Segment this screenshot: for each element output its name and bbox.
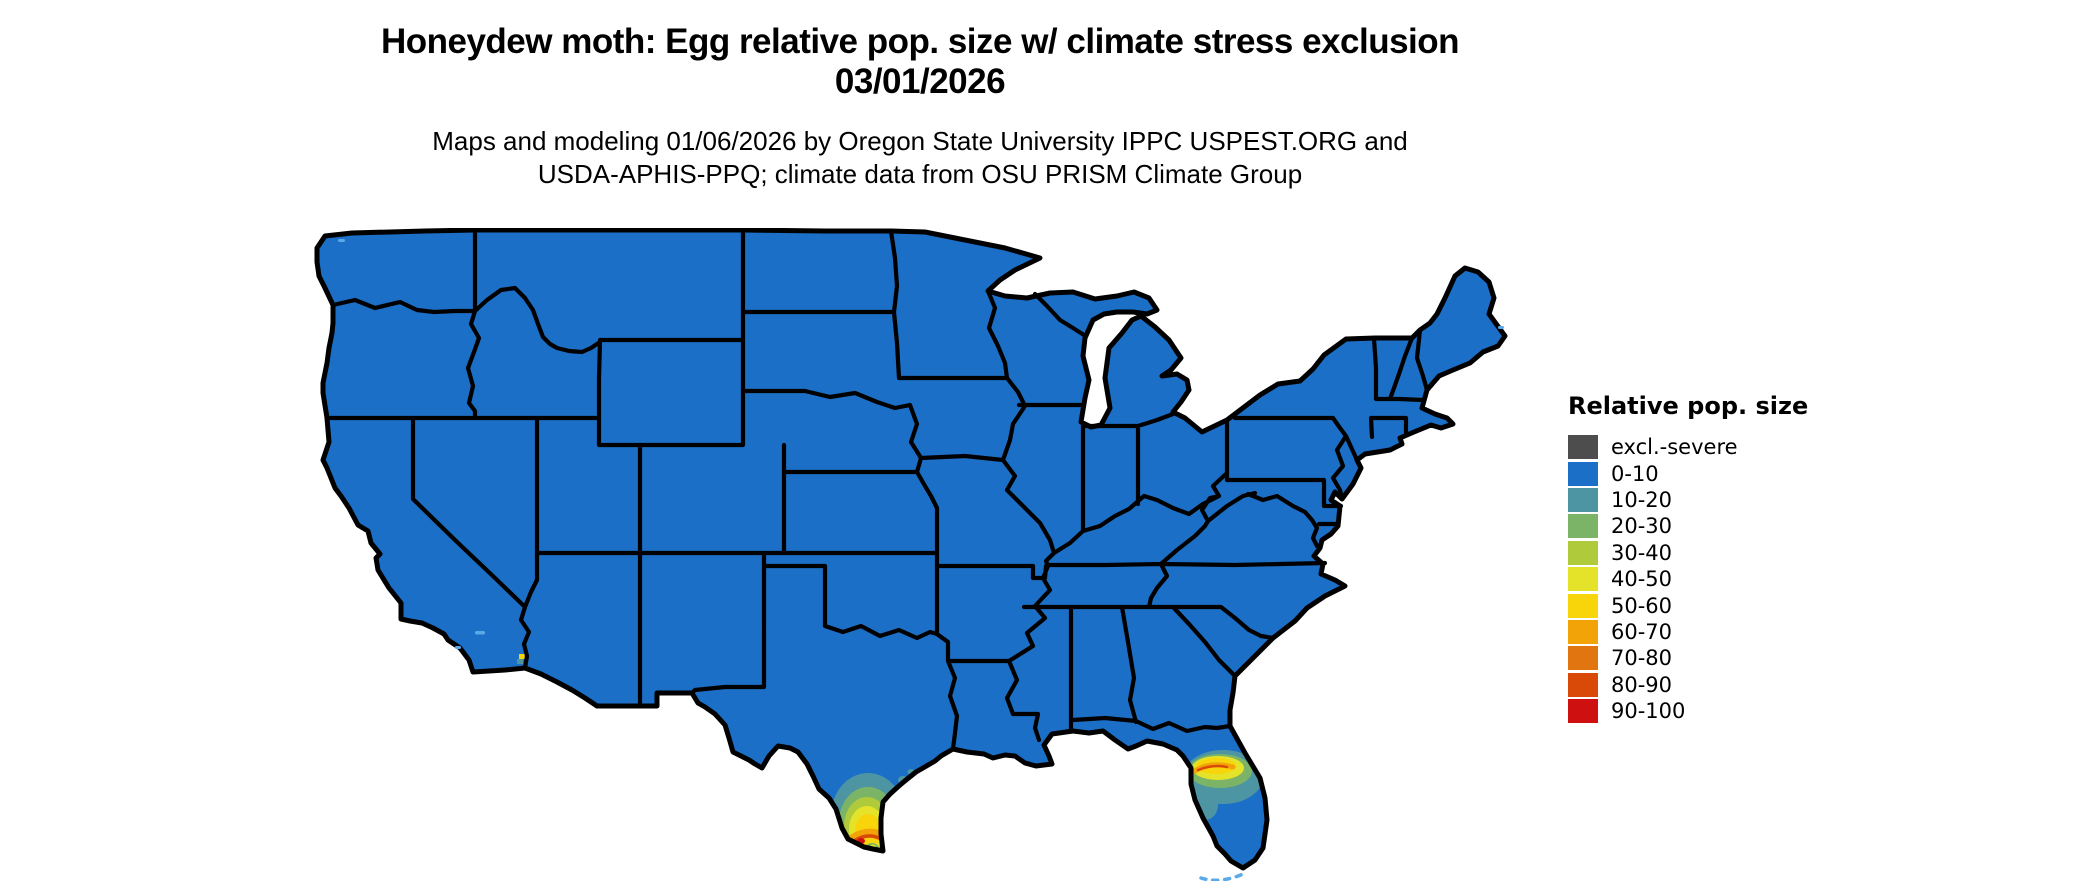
legend-row: 40-50 xyxy=(1568,566,1868,592)
page-subtitle-line1: Maps and modeling 01/06/2026 by Oregon S… xyxy=(432,126,1408,156)
legend-label: 40-50 xyxy=(1611,567,1673,592)
legend-label: 60-70 xyxy=(1611,619,1673,644)
legend-label: 90-100 xyxy=(1611,699,1686,724)
legend-row: 90-100 xyxy=(1568,698,1868,724)
legend-swatch-70-80 xyxy=(1568,646,1598,671)
legend-label: 20-30 xyxy=(1611,514,1673,539)
coastal-water-specks: " xyxy=(338,239,1504,882)
legend-label: 0-10 xyxy=(1611,461,1659,486)
legend-row: 80-90 xyxy=(1568,672,1868,698)
legend-swatch-20-30 xyxy=(1568,514,1598,539)
page-title-line1: Honeydew moth: Egg relative pop. size w/… xyxy=(380,22,1460,61)
us-outline xyxy=(314,227,1508,871)
legend-row: 10-20 xyxy=(1568,487,1868,513)
us-map: " xyxy=(305,227,1523,882)
legend-row: 30-40 xyxy=(1568,540,1868,566)
legend-row: 0-10 xyxy=(1568,460,1868,486)
page-title-date: 03/01/2026 xyxy=(834,62,1006,101)
legend-swatch-10-20 xyxy=(1568,487,1598,512)
legend-swatch-40-50 xyxy=(1568,567,1598,592)
legend-row: 70-80 xyxy=(1568,645,1868,671)
header: Honeydew moth: Egg relative pop. size w/… xyxy=(300,0,1540,191)
legend-swatch-30-40 xyxy=(1568,540,1598,565)
hotspot-florida xyxy=(1183,750,1263,820)
legend-row: 60-70 xyxy=(1568,619,1868,645)
legend-label: 30-40 xyxy=(1611,540,1673,565)
legend-row: excl.-severe xyxy=(1568,434,1868,460)
legend-label: 80-90 xyxy=(1611,672,1673,697)
legend-label: 70-80 xyxy=(1611,646,1673,671)
legend-rows: excl.-severe 0-10 10-20 20-30 30-40 40-5… xyxy=(1568,434,1868,724)
legend-label: 50-60 xyxy=(1611,593,1673,618)
us-land-fill xyxy=(317,230,1505,868)
legend-swatch-60-70 xyxy=(1568,619,1598,644)
legend-swatch-0-10 xyxy=(1568,461,1598,486)
legend-label: excl.-severe xyxy=(1611,435,1738,460)
legend-swatch-90-100 xyxy=(1568,699,1598,724)
map-legend: Relative pop. size excl.-severe 0-10 10-… xyxy=(1568,392,1868,724)
legend-label: 10-20 xyxy=(1611,487,1673,512)
legend-row: 20-30 xyxy=(1568,513,1868,539)
legend-swatch-excl-severe xyxy=(1568,435,1598,460)
us-map-svg: " xyxy=(314,227,1508,882)
page-subtitle-line2: USDA-APHIS-PPQ; climate data from OSU PR… xyxy=(537,159,1303,189)
legend-row: 50-60 xyxy=(1568,592,1868,618)
legend-swatch-50-60 xyxy=(1568,593,1598,618)
state-borders xyxy=(324,227,1430,752)
legend-swatch-80-90 xyxy=(1568,672,1598,697)
legend-title: Relative pop. size xyxy=(1568,392,1809,420)
